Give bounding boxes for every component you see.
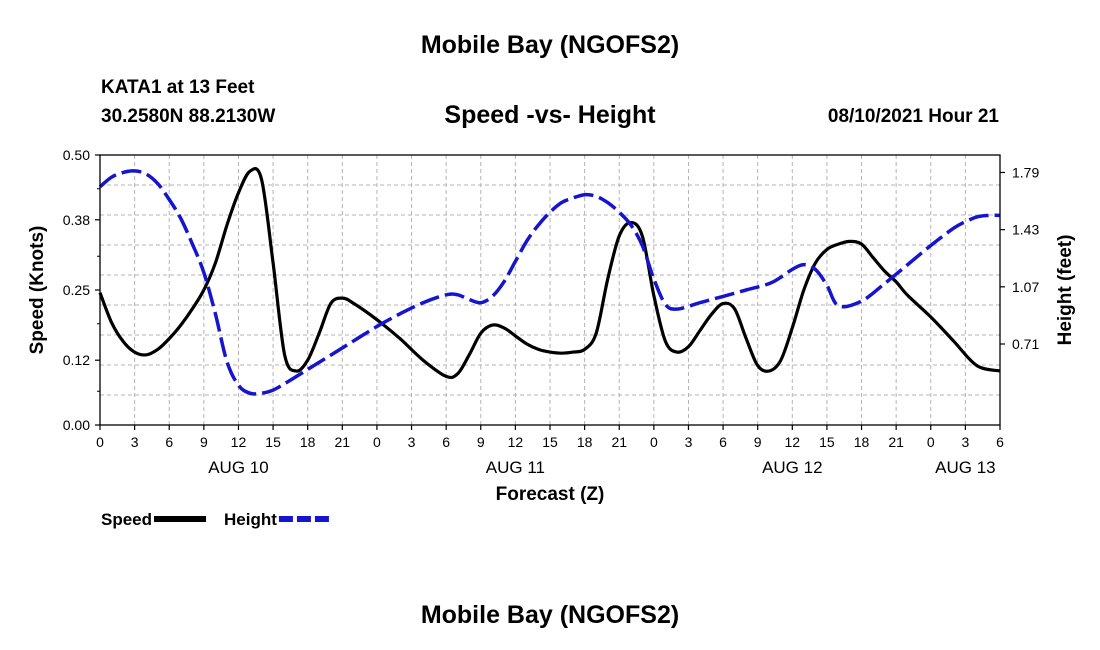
- y-left-tick-label: 0.25: [63, 282, 90, 298]
- y-right-tick-label: 0.71: [1012, 336, 1039, 352]
- x-tick-label: 9: [477, 434, 485, 450]
- y-axis-right-label: Height (feet): [1055, 235, 1076, 346]
- x-axis-label: Forecast (Z): [496, 484, 605, 505]
- x-tick-label: 3: [131, 434, 139, 450]
- x-tick-label: 9: [754, 434, 762, 450]
- date-label: AUG 10: [208, 458, 268, 477]
- y-right-tick-label: 1.79: [1012, 164, 1039, 180]
- x-tick-label: 0: [650, 434, 658, 450]
- date-label: AUG 12: [762, 458, 822, 477]
- legend-label-speed: Speed: [101, 510, 152, 529]
- y-axis-left-label: Speed (Knots): [27, 226, 48, 355]
- station-coordinates: 30.2580N 88.2130W: [101, 106, 276, 127]
- x-tick-label: 21: [335, 434, 351, 450]
- x-tick-label: 6: [165, 434, 173, 450]
- x-tick-label: 3: [408, 434, 416, 450]
- x-tick-label: 3: [961, 434, 969, 450]
- x-tick-label: 9: [200, 434, 208, 450]
- x-tick-label: 18: [300, 434, 316, 450]
- axes: 0 3 6 9 12 15 18 21 0 3 6 9 12 15 18 21 0 3 6 9 12 15 18 21 0 3 6A…: [63, 147, 1040, 477]
- chart-subtitle: Speed -vs- Height: [444, 101, 656, 129]
- x-tick-label: 12: [508, 434, 524, 450]
- x-tick-label: 0: [96, 434, 104, 450]
- series-line-speed: [98, 167, 1001, 380]
- y-right-tick-label: 1.07: [1012, 279, 1039, 295]
- x-tick-label: 6: [442, 434, 450, 450]
- x-tick-label: 12: [785, 434, 801, 450]
- date-label: AUG 11: [486, 458, 545, 477]
- date-label: AUG 13: [935, 458, 995, 477]
- y-left-tick-label: 0.12: [63, 352, 90, 368]
- x-tick-label: 6: [719, 434, 727, 450]
- x-tick-label: 6: [996, 434, 1004, 450]
- x-tick-label: 0: [927, 434, 935, 450]
- x-tick-label: 21: [611, 434, 627, 450]
- x-tick-label: 15: [819, 434, 835, 450]
- x-tick-label: 21: [888, 434, 904, 450]
- y-right-tick-label: 1.43: [1012, 222, 1039, 238]
- x-tick-label: 18: [577, 434, 593, 450]
- y-left-tick-label: 0.50: [63, 147, 90, 163]
- x-tick-label: 15: [265, 434, 281, 450]
- footer-title: Mobile Bay (NGOFS2): [420, 601, 680, 629]
- y-left-tick-label: 0.38: [63, 212, 90, 228]
- grid-lines: [100, 155, 1000, 425]
- x-tick-label: 18: [854, 434, 870, 450]
- x-tick-label: 0: [373, 434, 381, 450]
- series-line-height: [98, 169, 1001, 396]
- x-tick-label: 3: [685, 434, 693, 450]
- station-name: KATA1 at 13 Feet: [101, 77, 255, 98]
- data-series: [98, 167, 1001, 396]
- legend: Speed Height: [101, 510, 331, 529]
- y-left-tick-label: 0.00: [63, 417, 90, 433]
- x-tick-label: 12: [231, 434, 247, 450]
- forecast-timestamp: 08/10/2021 Hour 21: [827, 106, 999, 127]
- page-title: Mobile Bay (NGOFS2): [420, 31, 680, 59]
- legend-label-height: Height: [224, 510, 277, 529]
- x-tick-label: 15: [542, 434, 558, 450]
